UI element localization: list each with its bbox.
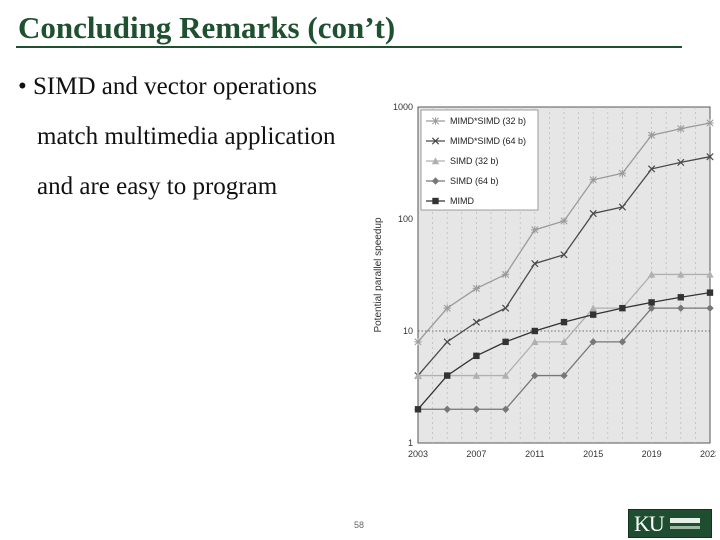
data-point-3	[443, 405, 451, 413]
y-tick-label: 100	[398, 214, 413, 224]
logo-wordmark	[669, 518, 700, 529]
data-point-1	[589, 209, 597, 218]
legend-marker	[431, 137, 440, 145]
data-point-2	[501, 371, 510, 379]
data-point-0	[501, 270, 510, 279]
data-point-0	[618, 169, 627, 177]
legend-marker	[432, 197, 439, 205]
data-point-1	[560, 251, 568, 259]
data-point-1	[443, 338, 451, 346]
university-logo: KU	[628, 509, 712, 538]
bullet-text-1: SIMD and vector operations	[33, 73, 317, 100]
data-point-3	[647, 304, 656, 312]
x-tick-label: 2019	[642, 449, 662, 459]
data-point-0	[414, 338, 422, 346]
data-point-2	[472, 371, 481, 379]
bullet-line-2: match multimedia application	[37, 123, 336, 150]
data-point-4	[502, 338, 509, 346]
legend-label: SIMD (32 b)	[450, 156, 499, 166]
data-point-1	[647, 165, 656, 173]
data-point-0	[647, 131, 656, 139]
x-tick-label: 2023	[700, 449, 716, 459]
data-point-3	[706, 304, 714, 312]
x-tick-label: 2003	[408, 449, 428, 459]
data-point-4	[414, 406, 422, 413]
y-tick-label: 1	[408, 438, 413, 448]
data-point-0	[589, 176, 597, 184]
data-point-2	[706, 270, 714, 278]
data-point-0	[677, 125, 685, 133]
title-underline	[16, 46, 682, 48]
data-point-4	[560, 318, 568, 326]
data-point-2	[647, 270, 656, 278]
logo-mark: KU	[634, 510, 665, 536]
data-point-2	[560, 338, 568, 346]
data-point-2	[677, 270, 685, 278]
legend-label: SIMD (64 b)	[450, 176, 499, 186]
data-point-4	[706, 289, 714, 296]
data-point-0	[531, 226, 539, 234]
data-point-1	[501, 304, 510, 312]
y-tick-label: 1000	[393, 102, 413, 112]
slide-number: 58	[354, 520, 365, 530]
legend-label: MIMD	[450, 196, 474, 206]
data-point-0	[560, 217, 568, 225]
legend-marker	[431, 177, 440, 185]
data-point-4	[531, 327, 538, 335]
data-point-4	[590, 311, 597, 318]
data-point-4	[677, 294, 684, 301]
x-tick-label: 2007	[466, 449, 486, 459]
data-point-2	[589, 304, 597, 312]
bullet-line-3: and are easy to program	[37, 173, 278, 200]
slide-title: Concluding Remarks (con’t)	[18, 10, 396, 45]
data-point-1	[706, 153, 714, 161]
data-point-1	[472, 318, 481, 326]
y-tick-label: 10	[403, 326, 413, 336]
data-point-3	[618, 338, 627, 346]
speedup-chart: 1 10 100 1000 2003 2007 2011 2015 2019 2023 Potent…	[373, 102, 716, 459]
legend-label: MIMD*SIMD (32 b)	[450, 116, 526, 126]
data-point-3	[472, 405, 481, 413]
data-point-3	[560, 371, 568, 380]
bullet-marker: •	[18, 73, 27, 100]
data-point-2	[531, 338, 539, 346]
data-point-4	[648, 299, 655, 306]
data-point-0	[706, 119, 714, 127]
y-axis-label: Potential parallel speedup	[373, 217, 384, 333]
legend-box	[420, 109, 539, 211]
data-point-3	[501, 405, 510, 413]
data-point-2	[414, 371, 422, 379]
data-point-1	[618, 203, 627, 211]
legend-marker	[431, 117, 440, 125]
x-tick-label: 2011	[525, 449, 544, 459]
legend-label: MIMD*SIMD (64 b)	[450, 136, 526, 146]
data-point-4	[619, 304, 626, 312]
data-point-1	[531, 259, 539, 268]
data-point-0	[472, 284, 481, 293]
data-point-0	[443, 304, 451, 312]
data-point-4	[444, 372, 451, 379]
bullet-line-1: • SIMD and vector operations	[18, 73, 317, 101]
legend-marker	[431, 157, 440, 165]
x-tick-label: 2015	[583, 449, 603, 459]
data-point-1	[677, 158, 685, 167]
data-point-4	[473, 352, 480, 360]
